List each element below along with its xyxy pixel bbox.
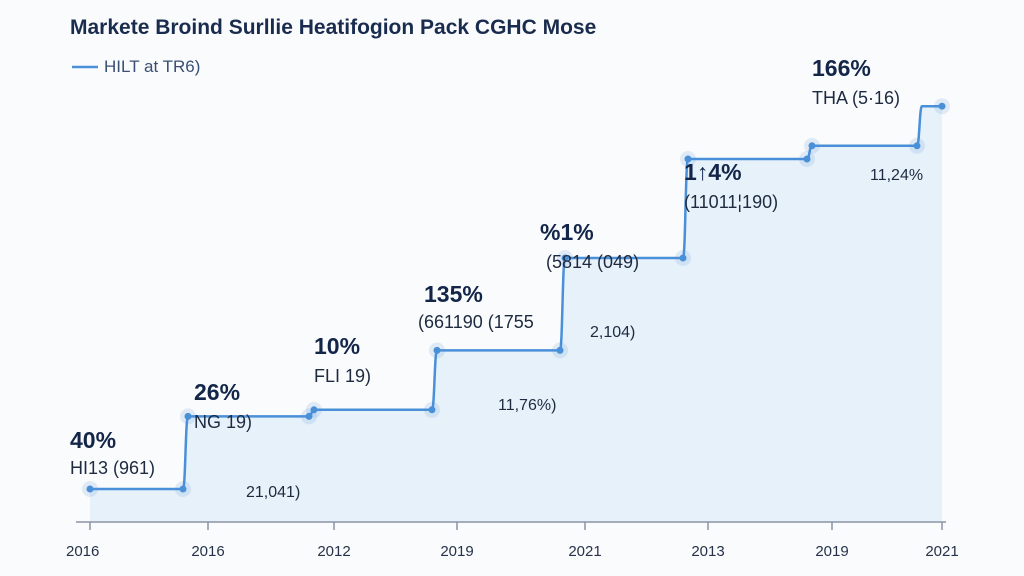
x-tick-label: 2021	[568, 543, 601, 560]
area-labels: 21,041) 11,76%) 2,104) 11,24%	[246, 167, 923, 501]
area-label: 21,041)	[246, 484, 300, 501]
data-point	[938, 102, 946, 110]
x-ticks: 2016 2016 2012 2019 2021 2013 2019 2021	[66, 522, 959, 560]
point-label-percent: 1↑4%	[684, 159, 742, 185]
series-area	[90, 106, 942, 522]
data-point	[179, 485, 187, 493]
data-point	[310, 406, 318, 414]
point-label-percent: 135%	[424, 281, 483, 307]
legend: HILT at TR6)	[72, 57, 200, 76]
point-labels: 40% HI13 (961) 26% NG 19) 10% FLI 19) 135% (661…	[70, 55, 900, 478]
data-point	[184, 412, 192, 420]
point-label-detail: NG 19)	[194, 412, 252, 432]
point-label-detail: FLI 19)	[314, 366, 371, 386]
x-tick-label: 2016	[191, 543, 224, 560]
data-point	[913, 142, 921, 150]
data-point	[561, 254, 569, 262]
x-tick-label: 2016	[66, 543, 99, 560]
data-point	[808, 142, 816, 150]
data-point	[679, 254, 687, 262]
data-points	[82, 98, 950, 497]
legend-label: HILT at TR6)	[104, 57, 200, 76]
x-tick-label: 2019	[815, 543, 848, 560]
point-label-percent: %1%	[540, 219, 594, 245]
area-label: 11,76%)	[498, 397, 556, 414]
x-tick-label: 2021	[925, 543, 958, 560]
area-label: 11,24%	[870, 167, 923, 184]
data-point	[305, 412, 313, 420]
data-point	[556, 346, 564, 354]
point-label-percent: 10%	[314, 333, 360, 359]
x-tick-label: 2012	[317, 543, 350, 560]
point-label-percent: 26%	[194, 379, 240, 405]
point-label-detail: (5814 (049)	[546, 252, 639, 272]
point-label-detail: (661190 (1755	[418, 312, 534, 332]
data-point	[428, 406, 436, 414]
point-label-detail: HI13 (961)	[70, 458, 155, 478]
x-tick-label: 2019	[440, 543, 473, 560]
chart-title: Markete Broind Surllie Heatifogion Pack …	[70, 16, 596, 39]
point-label-percent: 40%	[70, 427, 116, 453]
point-label-detail: THA (5·16)	[812, 88, 900, 108]
data-point	[684, 155, 692, 163]
data-point	[86, 485, 94, 493]
point-label-percent: 166%	[812, 55, 871, 81]
x-tick-label: 2013	[691, 543, 724, 560]
data-point	[433, 346, 441, 354]
area-label: 2,104)	[590, 324, 635, 341]
point-label-detail: (11011¦190)	[684, 192, 778, 212]
data-point	[803, 155, 811, 163]
